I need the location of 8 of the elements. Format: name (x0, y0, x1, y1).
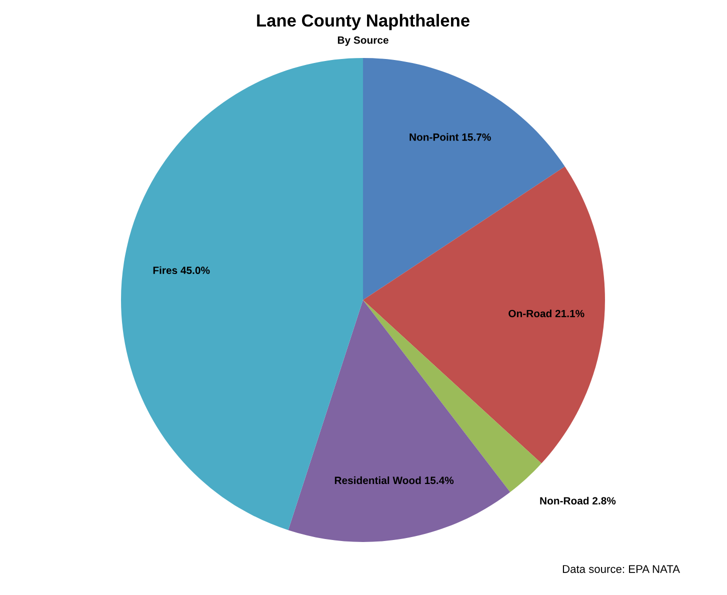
chart-title: Lane County Naphthalene (257, 14, 470, 30)
slice-label: Non-Point 15.7% (410, 133, 491, 141)
slice-label: Residential Wood 15.4% (334, 476, 454, 484)
slice-label: On-Road 21.1% (508, 310, 584, 318)
slice-label: Fires 45.0% (153, 266, 210, 274)
source-note: Data source: EPA NATA (562, 565, 680, 573)
slice-label: Non-Road 2.8% (540, 496, 616, 504)
chart-subtitle: By Source (338, 36, 388, 46)
